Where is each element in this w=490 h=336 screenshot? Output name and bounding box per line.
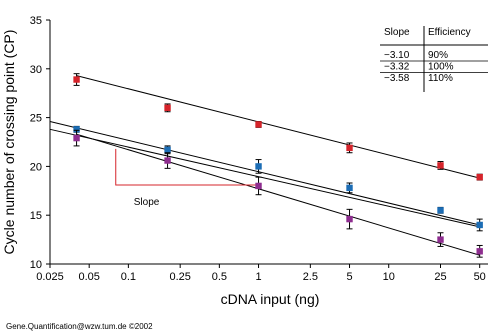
fit-line — [76, 133, 480, 256]
fit-line — [49, 128, 480, 228]
table-cell: −3.10 — [384, 50, 410, 61]
y-tick-label: 20 — [30, 161, 42, 173]
data-point — [346, 215, 353, 223]
x-tick-label: 0.5 — [212, 271, 227, 283]
table-cell: 110% — [428, 73, 453, 84]
x-tick-label: 0.25 — [169, 271, 190, 283]
data-point — [437, 162, 444, 169]
x-tick-label: 5 — [346, 271, 352, 283]
y-tick-label: 15 — [30, 210, 42, 222]
y-tick-label: 10 — [30, 259, 42, 271]
data-point — [346, 184, 353, 192]
footer-credit: Gene.Quantification@wzw.tum.de ©2002 — [6, 322, 153, 331]
slope-annotation: Slope — [115, 148, 259, 208]
data-point — [346, 144, 353, 152]
y-tick-label: 30 — [30, 64, 42, 76]
table-header: Slope — [384, 27, 410, 38]
x-tick-label: 10 — [383, 271, 395, 283]
data-point — [255, 121, 262, 128]
y-axis-title: Cycle number of crossing point (CP) — [1, 30, 17, 255]
x-axis-title: cDNA input (ng) — [221, 291, 320, 307]
data-point — [476, 173, 483, 181]
table-cell: −3.58 — [384, 73, 410, 84]
axes — [49, 20, 488, 265]
ticks: 10 15 20 25 30 35 0.025 0.05 0.1 0.25 0.5 1 2.5 5 10 25… — [30, 15, 486, 283]
data-point — [255, 182, 262, 190]
x-tick-label: 0.1 — [121, 271, 136, 283]
data-point — [164, 104, 171, 112]
data-point — [73, 134, 80, 142]
data-point — [73, 126, 80, 133]
x-tick-label: 1 — [255, 271, 261, 283]
data-point — [255, 163, 262, 170]
data-point — [164, 157, 171, 164]
x-tick-label: 25 — [434, 271, 446, 283]
y-tick-label: 25 — [30, 113, 42, 125]
table-cell: −3.32 — [384, 62, 410, 73]
data-marks — [73, 73, 483, 258]
x-tick-label: 50 — [474, 271, 486, 283]
x-tick-label: 0.025 — [36, 271, 64, 283]
slope-annotation-label: Slope — [134, 197, 160, 208]
data-point — [476, 221, 483, 229]
fit-line — [76, 75, 480, 179]
data-point — [437, 207, 444, 214]
efficiency-table: Slope Efficiency −3.10 90% −3.32 100% −3.58 110… — [380, 26, 488, 92]
y-tick-label: 35 — [30, 15, 42, 27]
x-tick-label: 0.05 — [78, 271, 99, 283]
data-point — [73, 76, 80, 83]
data-point — [476, 248, 483, 255]
fit-line — [49, 121, 480, 226]
x-tick-label: 2.5 — [303, 271, 318, 283]
table-cell: 100% — [428, 62, 454, 73]
data-point — [437, 236, 444, 243]
slope-annotation-line — [115, 148, 259, 186]
table-cell: 90% — [428, 50, 448, 61]
fit-lines — [49, 75, 480, 256]
table-header: Efficiency — [428, 27, 471, 38]
data-point — [164, 146, 171, 154]
